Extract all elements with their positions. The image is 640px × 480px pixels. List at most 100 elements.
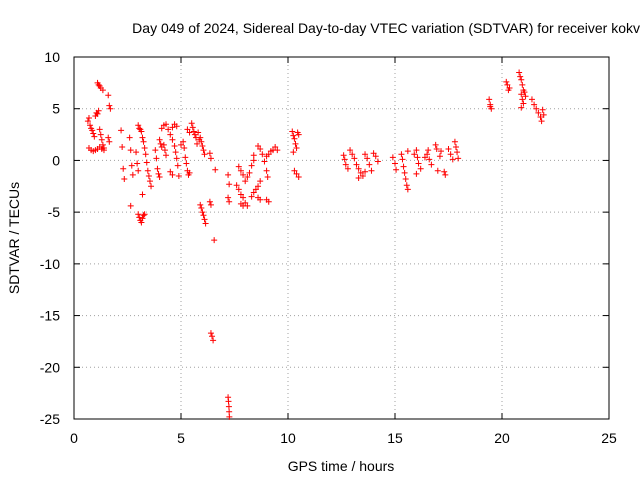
data-point (199, 142, 206, 149)
y-tick-label: 0 (52, 152, 60, 168)
data-point (98, 136, 105, 143)
data-point (96, 126, 103, 133)
data-point (265, 198, 272, 205)
data-point (163, 152, 170, 159)
data-point (362, 168, 369, 175)
data-point (148, 183, 155, 190)
data-point (181, 145, 188, 152)
data-point (428, 161, 435, 168)
axis-ticks (73, 56, 610, 420)
data-point (138, 219, 145, 226)
data-point (293, 145, 300, 152)
data-point (237, 191, 244, 198)
data-point (516, 69, 523, 76)
data-point (178, 141, 184, 148)
data-point (248, 162, 255, 169)
data-point (127, 147, 134, 154)
data-series (84, 69, 547, 420)
data-point (226, 198, 233, 205)
data-point (156, 173, 163, 180)
data-point (359, 172, 366, 179)
data-point (528, 96, 535, 103)
data-point (404, 186, 411, 193)
data-point (355, 165, 362, 172)
data-point (133, 149, 140, 156)
data-point (225, 171, 232, 178)
data-point (100, 147, 107, 154)
data-point (197, 201, 204, 208)
data-point (436, 153, 443, 160)
data-point (169, 136, 176, 143)
data-point (186, 129, 193, 136)
data-point (402, 176, 409, 183)
data-point (163, 121, 170, 128)
data-point (200, 147, 207, 154)
data-point (207, 330, 214, 337)
data-point (233, 182, 240, 189)
data-point (207, 155, 214, 162)
data-point (539, 106, 546, 113)
data-point (441, 168, 448, 175)
data-point (139, 191, 146, 198)
data-point (84, 118, 91, 125)
data-point (226, 408, 233, 415)
data-point (400, 163, 407, 170)
data-point (121, 176, 128, 183)
data-point (246, 169, 253, 176)
data-point (210, 337, 217, 344)
data-point (401, 169, 408, 176)
data-point (138, 128, 145, 135)
data-point (413, 147, 420, 154)
data-point (503, 78, 510, 85)
data-point (206, 150, 213, 157)
data-point (97, 131, 104, 138)
data-point (129, 171, 136, 178)
data-point (519, 96, 526, 103)
x-tick-label: 0 (70, 430, 78, 446)
data-point (95, 107, 102, 114)
data-point (250, 157, 257, 164)
data-point (197, 134, 204, 141)
data-point (506, 85, 513, 92)
data-point (389, 154, 396, 161)
data-point (167, 168, 174, 175)
data-point (95, 81, 102, 88)
data-point (157, 140, 164, 147)
data-point (143, 159, 150, 166)
data-point (201, 216, 208, 223)
data-point (152, 147, 159, 154)
data-point (167, 131, 174, 138)
data-point (242, 178, 249, 185)
data-point (403, 182, 410, 189)
data-point (291, 167, 298, 174)
data-point (180, 138, 187, 145)
data-point (531, 101, 538, 108)
data-point (226, 181, 233, 188)
x-axis: 0 5 10 15 20 25 (70, 430, 617, 446)
data-point (144, 167, 151, 174)
data-point (417, 165, 424, 172)
x-tick-label: 10 (280, 430, 296, 446)
data-point (364, 155, 371, 162)
data-point (244, 173, 251, 180)
data-point (200, 212, 207, 219)
data-point (353, 161, 360, 168)
data-point (521, 89, 528, 96)
y-axis: 10 5 0 -5 -10 -15 -20 -25 (40, 49, 60, 427)
data-point (184, 126, 191, 133)
data-point (198, 138, 205, 145)
data-point (173, 155, 180, 162)
data-point (362, 151, 369, 158)
data-point (250, 189, 257, 196)
data-point (452, 143, 459, 150)
data-point (225, 398, 232, 405)
x-axis-label: GPS time / hours (288, 458, 395, 474)
data-point (106, 102, 113, 109)
data-point (190, 128, 197, 135)
y-tick-label: -15 (40, 308, 60, 324)
data-point (370, 150, 377, 157)
data-point (425, 147, 432, 154)
data-point (175, 172, 182, 179)
data-point (240, 194, 247, 201)
data-point (119, 143, 126, 150)
